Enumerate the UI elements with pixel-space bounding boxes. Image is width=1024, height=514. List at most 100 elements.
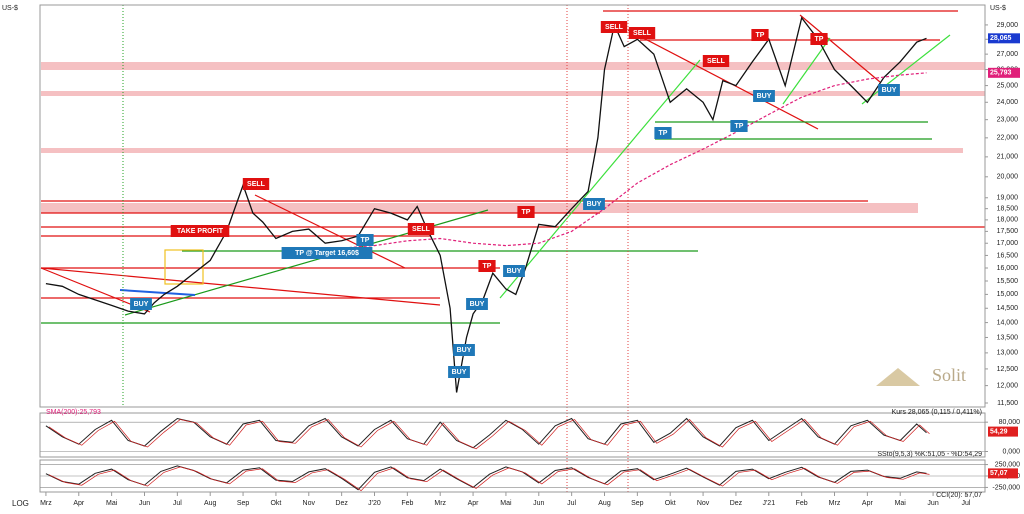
- unit-label: US-$: [990, 5, 1006, 12]
- annotation: BUY: [452, 369, 467, 376]
- stoch-legend: SSto(9,5,3) %K:51,05 - %D:54,29: [877, 451, 982, 458]
- annotation-box: [654, 127, 672, 139]
- annotation-box: [878, 84, 900, 96]
- annotation-box: [583, 198, 605, 210]
- annotation: TP: [361, 237, 370, 244]
- scale-mode: LOG: [12, 499, 29, 508]
- x-tick-label: Mai: [106, 500, 118, 507]
- x-tick-label: Jun: [533, 500, 544, 507]
- y-tick-label: 23,000: [997, 117, 1019, 124]
- annotation-box: [466, 298, 488, 310]
- annotation-box: [130, 298, 152, 310]
- x-tick-label: Sep: [237, 500, 250, 507]
- x-tick-label: J'20: [368, 500, 381, 507]
- y-tick-label: 14,000: [997, 319, 1019, 326]
- series-line: [289, 72, 927, 254]
- y-tick-label: 17,500: [997, 228, 1019, 235]
- y-tick-label: 24,000: [997, 99, 1019, 106]
- y-tick-label: 22,000: [997, 135, 1019, 142]
- annotation: BUY: [757, 93, 772, 100]
- y-tick-label: 80,000: [999, 419, 1021, 426]
- annotation-box: [600, 21, 628, 33]
- annotation-box: [170, 225, 230, 237]
- annotation-box: [448, 366, 470, 378]
- x-tick-label: Mrz: [829, 500, 841, 507]
- x-tick-label: Jul: [567, 500, 576, 507]
- x-tick-label: Mrz: [40, 500, 52, 507]
- annotation-box: [730, 120, 748, 132]
- vertical-markers: [122, 5, 629, 492]
- y-tick-label: 12,500: [997, 366, 1019, 373]
- series-line: [45, 417, 927, 449]
- main-panel: [39, 4, 986, 408]
- cci-legend: CCI(20): 57,07: [936, 492, 982, 499]
- x-tick-label: Aug: [598, 500, 611, 507]
- annotation-box: [356, 234, 374, 246]
- x-tick-label: Mai: [895, 500, 907, 507]
- y-tick-label: 21,000: [997, 154, 1019, 161]
- y-tick-label: 18,000: [997, 217, 1019, 224]
- annotation: BUY: [507, 268, 522, 275]
- annotation: SELL: [412, 226, 431, 233]
- annotation: TP @ Target 16,60$: [295, 250, 359, 257]
- annotation: TP: [659, 130, 668, 137]
- annotation: SELL: [605, 24, 624, 31]
- annotation-box: [517, 206, 535, 218]
- unit-label: US-$: [2, 5, 18, 12]
- annotation-box: [281, 247, 373, 259]
- value-box-label: 28,065: [990, 35, 1012, 42]
- last-label: 54,29: [990, 428, 1008, 435]
- last-box: [988, 468, 1018, 479]
- y-tick-label: 16,000: [997, 265, 1019, 272]
- annotation-box: [242, 178, 270, 190]
- x-tick-label: Mai: [500, 500, 512, 507]
- annotation: TP: [815, 36, 824, 43]
- annotation: TP: [735, 123, 744, 130]
- y-tick-label: 13,000: [997, 350, 1019, 357]
- annotation: SELL: [707, 58, 726, 65]
- x-tick-label: Okt: [270, 500, 281, 507]
- x-tick-label: Dez: [730, 500, 743, 507]
- y-tick-label: 250,000: [995, 461, 1020, 468]
- y-tick-label: 15,500: [997, 278, 1019, 285]
- x-tick-label: Jun: [927, 500, 938, 507]
- x-tick-label: Aug: [204, 500, 217, 507]
- value-box: [988, 67, 1020, 78]
- value-box-label: 25,793: [990, 70, 1012, 77]
- annotation-box: [810, 33, 828, 45]
- y-tick-label: -250,000: [992, 484, 1020, 491]
- zones: [41, 62, 985, 213]
- trend-lines: [40, 10, 985, 324]
- x-tick-label: Okt: [665, 500, 676, 507]
- x-tick-label: Jun: [139, 500, 150, 507]
- x-tick-label: Apr: [862, 500, 874, 507]
- stoch-panel: [39, 412, 986, 458]
- annotation: BUY: [587, 201, 602, 208]
- logo-text: Solit: [932, 365, 966, 385]
- y-tick-label: 18,500: [997, 206, 1019, 213]
- y-tick-label: 20,000: [997, 174, 1019, 181]
- y-tick-label: 12,000: [997, 382, 1019, 389]
- annotation: BUY: [470, 301, 485, 308]
- annotation: BUY: [882, 87, 897, 94]
- kurs-text: Kurs 28,065 (0,115 / 0,411%): [892, 409, 982, 416]
- x-tick-label: Mrz: [434, 500, 446, 507]
- series-line-shadow: [48, 466, 930, 492]
- y-tick-label: 25,000: [997, 82, 1019, 89]
- annotation: BUY: [457, 347, 472, 354]
- series-line-shadow: [48, 419, 930, 450]
- y-tick-label: 15,000: [997, 291, 1019, 298]
- x-tick-label: Jul: [173, 500, 182, 507]
- annotation: TP: [522, 209, 531, 216]
- y-tick-label: 11,500: [997, 400, 1018, 407]
- value-box: [988, 33, 1020, 44]
- annotation: TP: [756, 32, 765, 39]
- annotation-box: [753, 90, 775, 102]
- y-tick-label: 17,000: [997, 240, 1019, 247]
- annotation-box: [453, 344, 475, 356]
- x-tick-label: Apr: [73, 500, 85, 507]
- y-tick-label: 29,000: [997, 22, 1019, 29]
- annotation-box: [628, 27, 656, 39]
- annotation-box: [702, 55, 730, 67]
- annotation: SELL: [633, 30, 652, 37]
